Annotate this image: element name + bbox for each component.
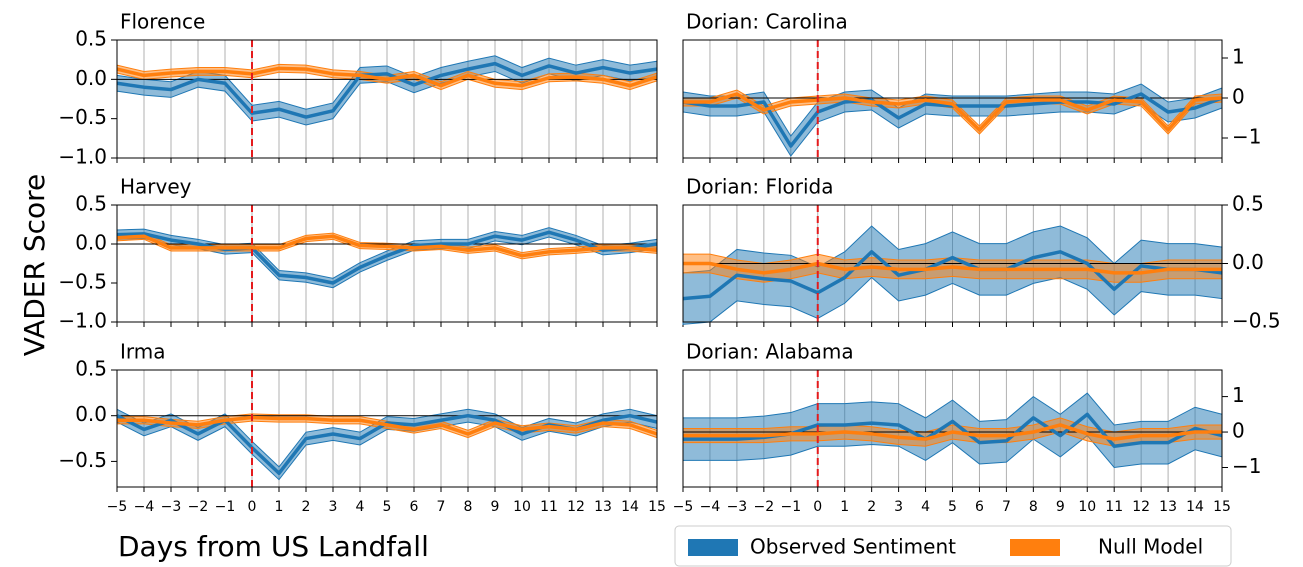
x-tick-label: 11 [540,499,558,515]
y-tick-label: 0.5 [75,27,107,51]
x-tick-label: 10 [1078,499,1096,515]
plot-frame [682,204,1223,323]
legend-label: Observed Sentiment [750,535,956,559]
x-tick-label: 3 [894,499,903,515]
x-tick-label: 4 [921,499,930,515]
x-tick-label: 3 [329,499,338,515]
series-line [116,230,658,285]
x-tick-label: 5 [948,499,957,515]
x-tick-label: 1 [840,499,849,515]
y-tick-label: −0.5 [1232,309,1281,333]
x-tick-label: 0 [248,499,257,515]
series-line [683,92,1223,132]
subplot-title: Harvey [120,175,192,199]
x-tick-label: 9 [491,499,500,515]
series-line [116,66,658,88]
x-tick-label: −5 [673,499,694,515]
y-tick-label: −0.5 [58,270,107,294]
x-tick-label: 6 [410,499,419,515]
x-tick-label: −2 [188,499,209,515]
x-tick-label: 11 [1105,499,1123,515]
x-tick-label: 8 [1029,499,1038,515]
y-tick-label: 0.0 [75,231,107,255]
x-tick-label: 5 [383,499,392,515]
x-tick-label: 2 [867,499,876,515]
y-tick-label: −1 [1232,125,1261,149]
legend-swatch [688,539,738,556]
x-tick-label: −1 [215,499,236,515]
y-tick-label: 0.0 [75,66,107,90]
series-line [117,415,658,436]
x-tick-label: 7 [437,499,446,515]
y-tick-label: 0.0 [75,402,107,426]
legend-swatch [1010,539,1060,556]
y-tick-label: −1.0 [58,145,107,169]
subplot-title: Dorian: Alabama [686,340,854,364]
x-tick-label: −2 [754,499,775,515]
x-tick-label: −3 [727,499,748,515]
y-tick-label: −0.5 [58,448,107,472]
series-line [683,261,1222,275]
x-tick-label: 7 [1002,499,1011,515]
legend-box [674,525,1232,567]
x-tick-label: 15 [1213,499,1231,515]
subplot-title: Florence [120,10,205,34]
y-tick-label: 1 [1232,45,1245,69]
x-tick-label: 14 [1186,499,1204,515]
x-tick-label: 2 [302,499,311,515]
x-tick-label: 4 [356,499,365,515]
x-tick-label: −5 [107,499,128,515]
x-tick-label: 9 [1056,499,1065,515]
series-line [683,423,1222,441]
y-tick-label: −1.0 [58,309,107,333]
plot-frame [116,204,658,323]
x-tick-label: 12 [567,499,585,515]
plot-frame [116,39,658,159]
x-axis-label: Days from US Landfall [118,530,429,563]
y-axis-label: VADER Score [18,174,51,357]
y-tick-label: 0.5 [1232,192,1264,216]
x-tick-label: 1 [275,499,284,515]
x-tick-label: 15 [648,499,666,515]
x-tick-label: 13 [1159,499,1177,515]
x-tick-label: −3 [161,499,182,515]
x-tick-label: 0 [813,499,822,515]
y-tick-label: 0.5 [75,357,107,381]
plot-frame [682,369,1223,488]
y-tick-label: −1 [1232,454,1261,478]
y-tick-label: 0 [1232,419,1245,443]
subplot-title: Dorian: Florida [686,175,833,199]
x-tick-label: 12 [1132,499,1150,515]
x-tick-label: 6 [975,499,984,515]
plot-frame [116,369,658,488]
y-tick-label: 0 [1232,85,1245,109]
y-tick-label: 0.5 [75,192,107,216]
x-tick-label: 13 [594,499,612,515]
subplot-title: Irma [120,340,166,364]
x-tick-label: −4 [134,499,155,515]
y-tick-label: −0.5 [58,105,107,129]
legend-label: Null Model [1098,535,1203,559]
series-line [116,234,658,258]
x-tick-label: 14 [621,499,639,515]
x-tick-label: −1 [780,499,801,515]
y-tick-label: 1 [1232,383,1245,407]
series-line [116,61,658,119]
y-tick-label: 0.0 [1232,250,1264,274]
x-tick-label: −4 [700,499,721,515]
plot-frame [682,39,1223,159]
x-tick-label: 10 [513,499,531,515]
x-tick-label: 8 [464,499,473,515]
subplot-title: Dorian: Carolina [686,10,848,34]
